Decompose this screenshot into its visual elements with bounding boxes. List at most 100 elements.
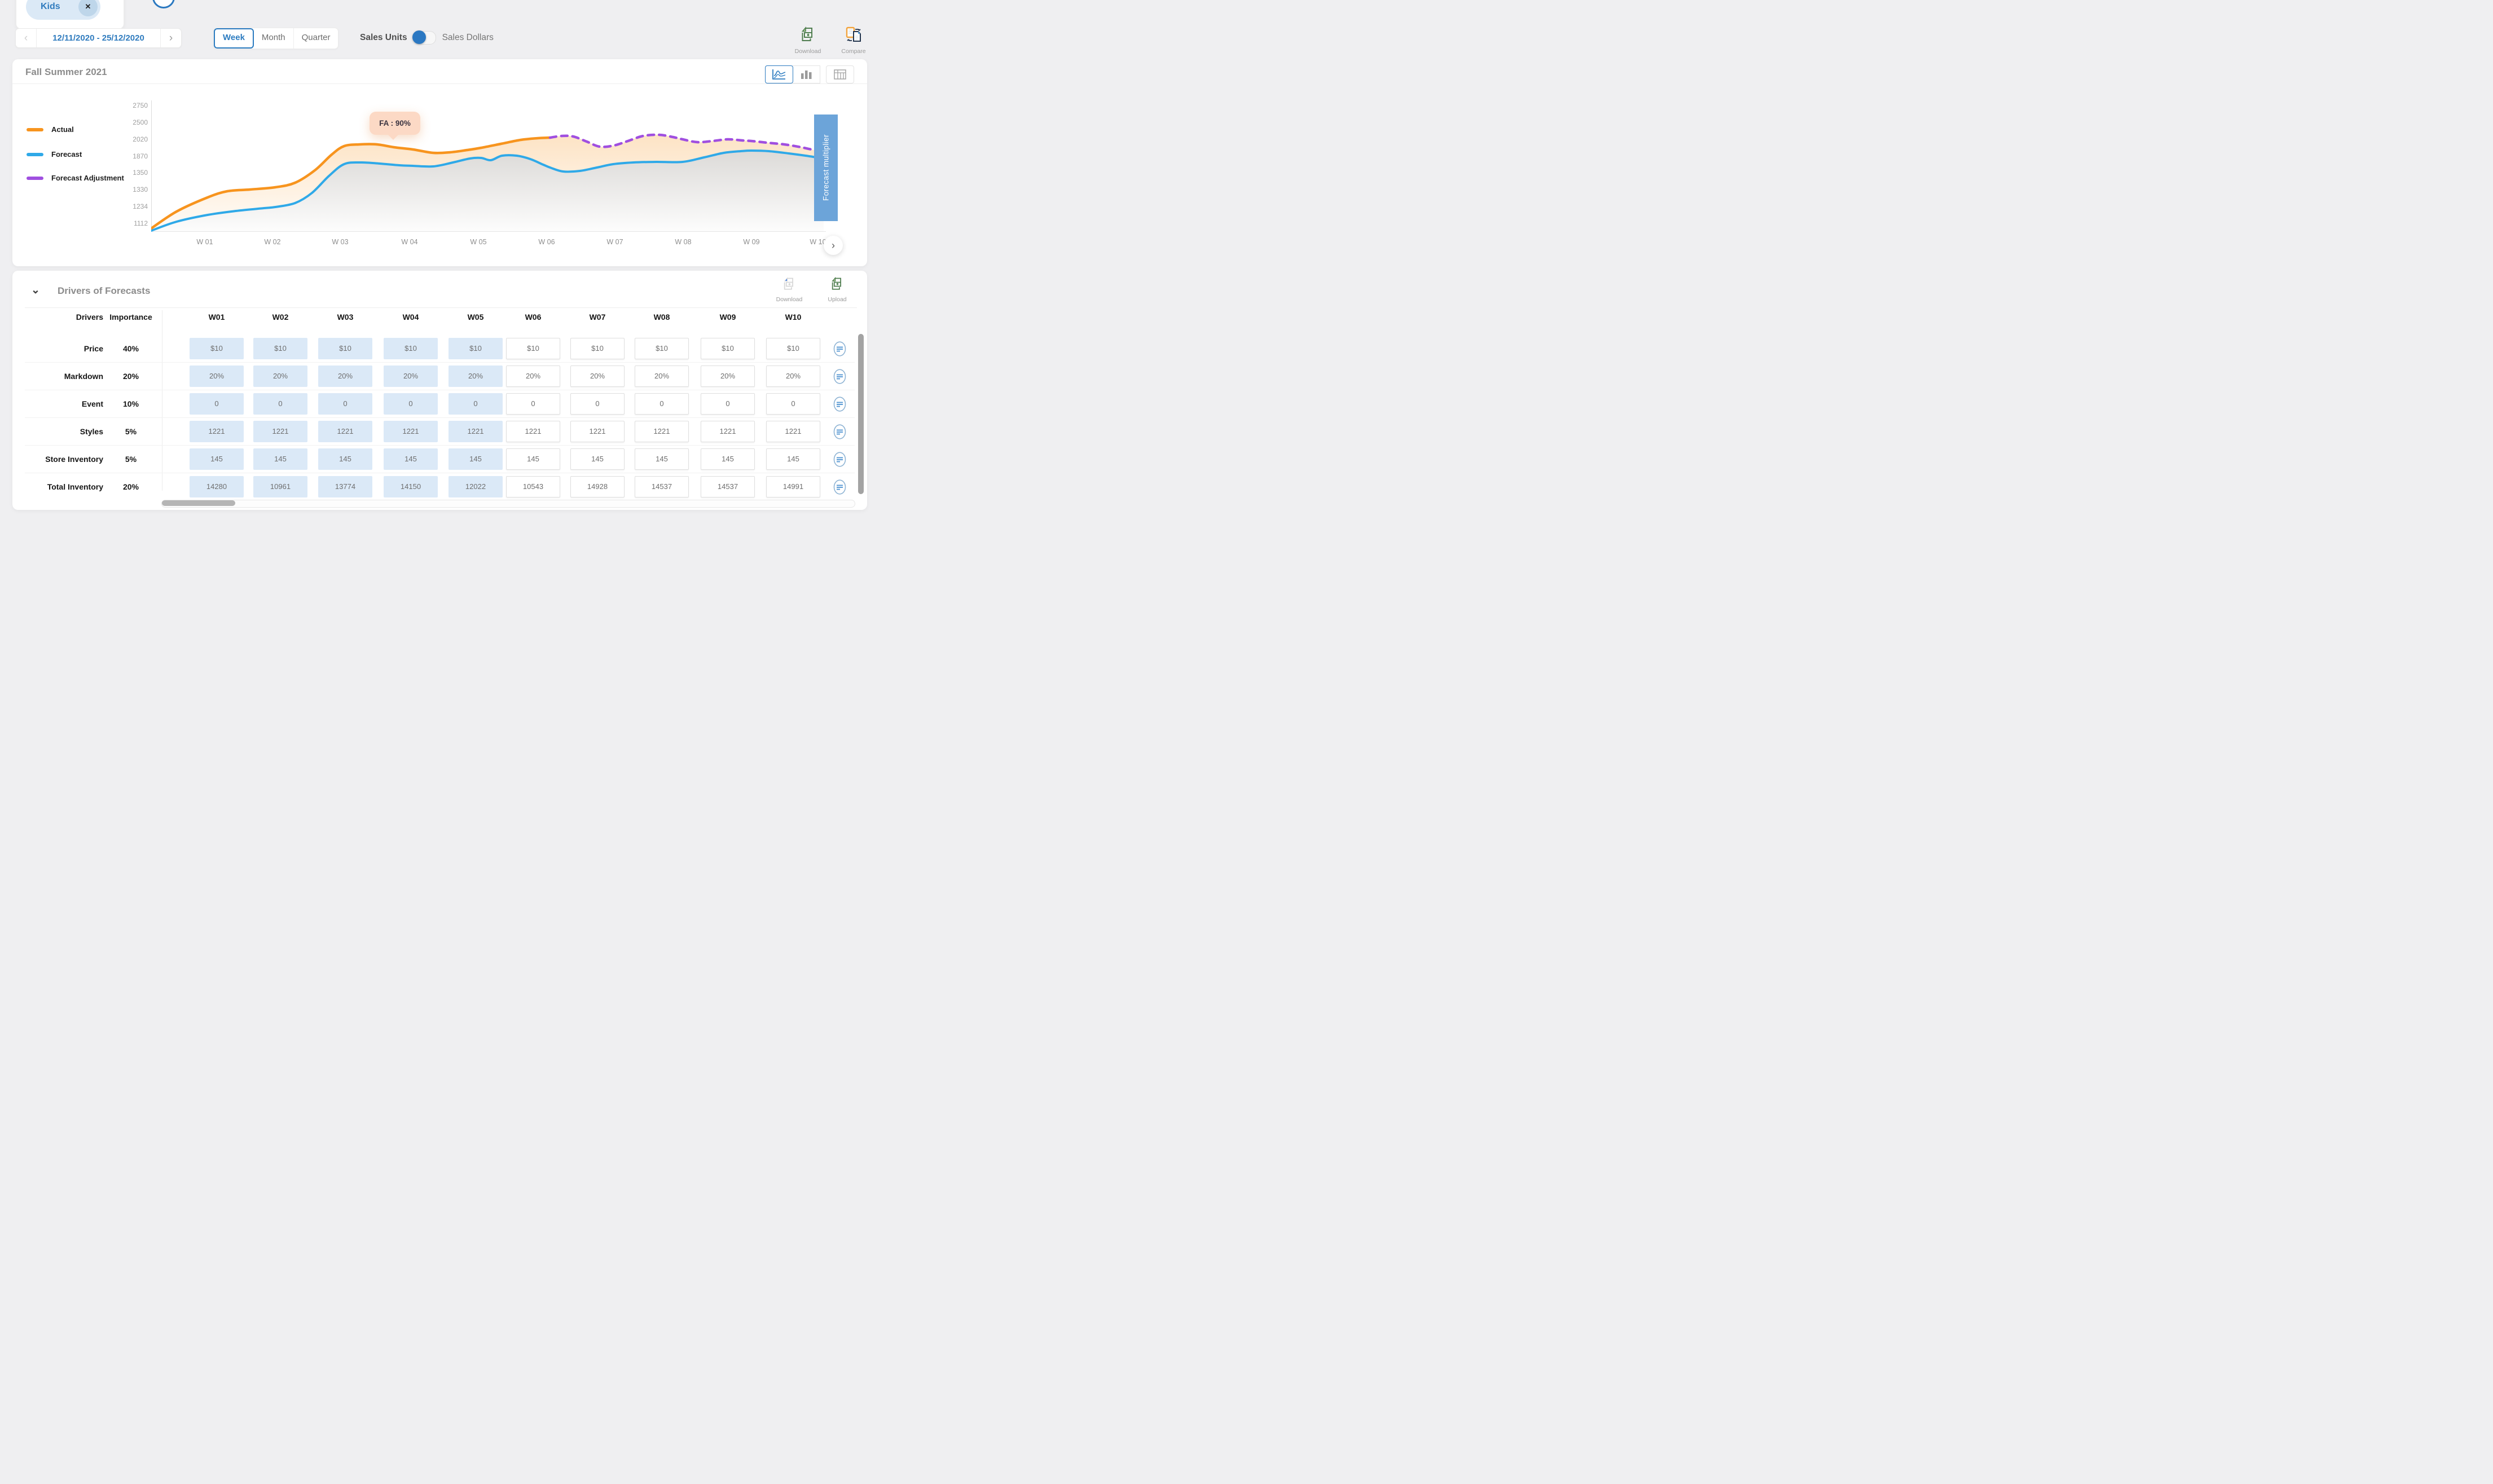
driver-value-cell[interactable]: 145	[701, 448, 755, 470]
driver-value-cell[interactable]: $10	[766, 338, 820, 359]
view-table-button[interactable]	[826, 65, 854, 83]
period-option-month[interactable]: Month	[254, 28, 294, 49]
unit-toggle: Sales Units Sales Dollars	[360, 31, 494, 45]
period-option-week[interactable]: Week	[214, 28, 254, 49]
driver-value-cell: 10961	[253, 476, 307, 497]
driver-value-cell: 0	[190, 393, 244, 415]
column-header-week: W02	[253, 312, 307, 322]
driver-value-cell[interactable]: $10	[506, 338, 560, 359]
next-date-icon[interactable]: ›	[161, 32, 181, 45]
driver-value-cell[interactable]: 0	[506, 393, 560, 415]
driver-value-cell: 1221	[384, 421, 438, 442]
column-header-week: W01	[190, 312, 244, 322]
download-action[interactable]: Download	[790, 26, 826, 55]
legend-item-forecast[interactable]: Forecast	[27, 150, 82, 158]
driver-value-cell[interactable]: 145	[506, 448, 560, 470]
driver-value-cell[interactable]: 0	[570, 393, 625, 415]
drivers-upload-action[interactable]: Upload	[819, 276, 855, 303]
row-comment-icon[interactable]	[833, 424, 846, 439]
prev-date-icon[interactable]: ‹	[16, 32, 36, 45]
drivers-download-action[interactable]: Download	[771, 276, 807, 303]
driver-value-cell[interactable]: 0	[635, 393, 689, 415]
driver-value-cell[interactable]: 1221	[635, 421, 689, 442]
driver-value-cell[interactable]: 145	[766, 448, 820, 470]
driver-value-cell[interactable]: 14537	[635, 476, 689, 497]
legend-label: Forecast	[51, 150, 82, 158]
driver-value-cell[interactable]: 1221	[701, 421, 755, 442]
x-tick-week: W 07	[595, 238, 635, 246]
driver-value-cell[interactable]: 1221	[766, 421, 820, 442]
unit-switch[interactable]	[414, 31, 436, 45]
y-tick: 1350	[108, 169, 148, 177]
row-comment-icon[interactable]	[833, 369, 846, 384]
scroll-weeks-right-button[interactable]: ›	[824, 236, 843, 255]
divider	[12, 83, 867, 84]
add-filter-button[interactable]	[152, 0, 175, 8]
table-row-markdown: Markdown20%20%20%20%20%20%20%20%20%20%20…	[12, 363, 867, 390]
driver-value-cell[interactable]: $10	[570, 338, 625, 359]
horizontal-scrollbar[interactable]	[161, 500, 855, 508]
legend-swatch	[27, 128, 43, 131]
row-comment-icon[interactable]	[833, 341, 846, 356]
driver-importance: 40%	[105, 335, 156, 362]
driver-value-cell[interactable]: 20%	[635, 366, 689, 387]
chart-title: Fall Summer 2021	[25, 67, 107, 78]
driver-value-cell[interactable]: 1221	[506, 421, 560, 442]
date-range-nav: ‹ 12/11/2020 - 25/12/2020 ›	[15, 28, 182, 48]
x-tick-week: W 08	[663, 238, 703, 246]
driver-value-cell[interactable]: 14537	[701, 476, 755, 497]
driver-value-cell: 12022	[449, 476, 503, 497]
driver-value-cell[interactable]: 0	[766, 393, 820, 415]
forecast-accuracy-tooltip: FA : 90%	[370, 112, 420, 135]
vertical-scrollbar-thumb[interactable]	[858, 334, 864, 494]
driver-value-cell: $10	[449, 338, 503, 359]
forecast-multiplier-button[interactable]: Forecast multiplier	[814, 115, 838, 221]
driver-value-cell[interactable]: 14991	[766, 476, 820, 497]
driver-value-cell[interactable]: 10543	[506, 476, 560, 497]
driver-value-cell[interactable]: 20%	[570, 366, 625, 387]
legend-item-actual[interactable]: Actual	[27, 125, 74, 134]
driver-value-cell[interactable]: 20%	[506, 366, 560, 387]
driver-value-cell: $10	[190, 338, 244, 359]
driver-importance: 20%	[105, 363, 156, 390]
driver-value-cell: 1221	[449, 421, 503, 442]
driver-value-cell[interactable]: 20%	[766, 366, 820, 387]
y-tick: 1330	[108, 186, 148, 193]
driver-value-cell[interactable]: 145	[635, 448, 689, 470]
collapse-section-icon[interactable]: ⌄	[31, 284, 40, 297]
kids-filter-chip[interactable]: Kids ✕	[26, 0, 100, 20]
driver-value-cell: 145	[190, 448, 244, 470]
column-header-week: W08	[635, 312, 689, 322]
x-tick-week: W 06	[527, 238, 566, 246]
compare-action[interactable]: Compare	[836, 26, 872, 55]
y-tick: 2020	[108, 135, 148, 143]
driver-value-cell[interactable]: 1221	[570, 421, 625, 442]
view-bar-chart-button[interactable]	[792, 65, 820, 83]
driver-value-cell[interactable]: $10	[701, 338, 755, 359]
drivers-upload-caption: Upload	[819, 296, 855, 303]
period-option-quarter[interactable]: Quarter	[294, 28, 338, 49]
y-tick: 2500	[108, 118, 148, 126]
column-header-week: W09	[701, 312, 755, 322]
x-tick-week: W 09	[732, 238, 771, 246]
table-row-styles: Styles5%12211221122112211221122112211221…	[12, 418, 867, 445]
driver-value-cell[interactable]: 14928	[570, 476, 625, 497]
date-range-value[interactable]: 12/11/2020 - 25/12/2020	[36, 29, 161, 47]
horizontal-scrollbar-thumb[interactable]	[162, 500, 235, 506]
y-tick: 2750	[108, 102, 148, 109]
driver-value-cell: 14280	[190, 476, 244, 497]
view-line-chart-button[interactable]	[765, 65, 793, 83]
driver-value-cell[interactable]: 20%	[701, 366, 755, 387]
driver-value-cell[interactable]: $10	[635, 338, 689, 359]
row-comment-icon[interactable]	[833, 452, 846, 467]
driver-importance: 20%	[105, 473, 156, 500]
upload-icon	[829, 276, 845, 292]
driver-value-cell[interactable]: 0	[701, 393, 755, 415]
download-caption: Download	[790, 48, 826, 55]
row-comment-icon[interactable]	[833, 479, 846, 495]
row-comment-icon[interactable]	[833, 397, 846, 412]
table-icon	[833, 69, 847, 80]
driver-value-cell[interactable]: 145	[570, 448, 625, 470]
chip-close-icon[interactable]: ✕	[78, 0, 98, 16]
line-chart-icon	[772, 69, 786, 80]
